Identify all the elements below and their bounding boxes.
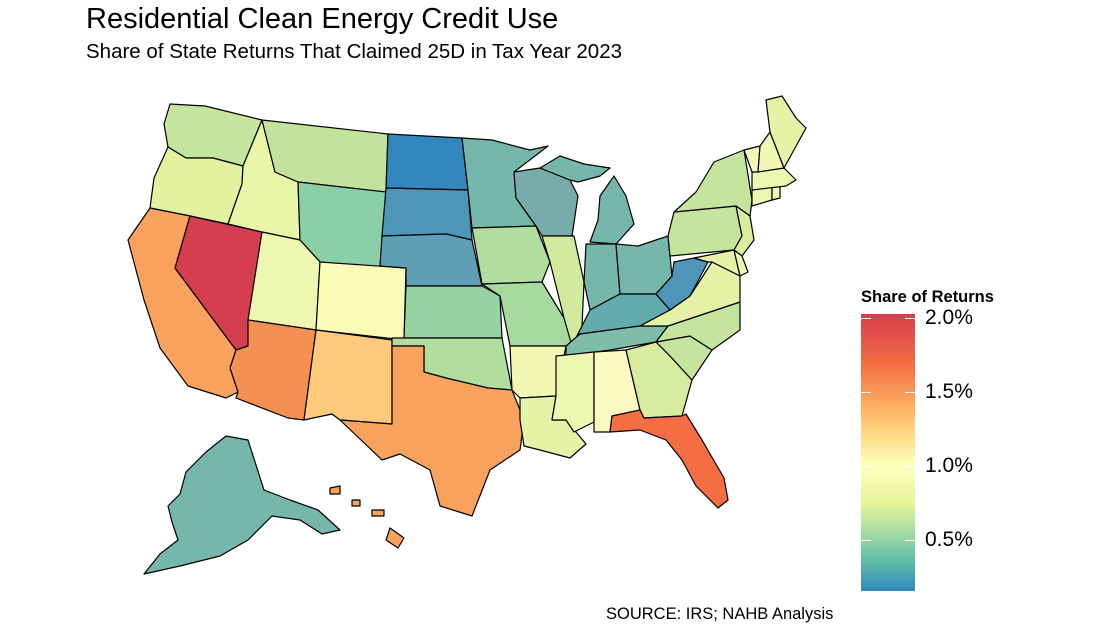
state-tx <box>339 345 525 517</box>
state-nm <box>303 329 393 425</box>
state-fl <box>609 409 729 509</box>
state-ks <box>403 285 503 339</box>
legend-tick-label: 1.5% <box>925 380 973 403</box>
state-ny <box>673 149 753 217</box>
state-hi <box>385 527 405 549</box>
legend-color-bar <box>861 314 915 591</box>
state-nd <box>385 133 469 191</box>
state-co <box>315 261 407 341</box>
state-me <box>765 95 807 169</box>
state-hi-islands <box>329 485 385 517</box>
state-de <box>733 249 749 277</box>
source-note: SOURCE: IRS; NAHB Analysis <box>606 605 834 623</box>
state-va <box>639 261 741 327</box>
state-mi-upper <box>539 155 611 183</box>
state-mi <box>589 175 635 245</box>
state-pa <box>667 205 743 257</box>
legend-tick-label: 0.5% <box>925 528 973 551</box>
chart-title: Residential Clean Energy Credit Use <box>86 3 559 35</box>
chart-subtitle: Share of State Returns That Claimed 25D … <box>86 40 622 63</box>
legend-tick-label: 2.0% <box>925 306 973 329</box>
state-ia <box>471 225 551 285</box>
legend-tick-label: 1.0% <box>925 454 973 477</box>
state-md <box>693 249 741 277</box>
state-ak <box>143 435 341 575</box>
state-ms <box>551 351 595 433</box>
legend-title: Share of Returns <box>861 288 994 306</box>
state-sd <box>381 187 473 241</box>
